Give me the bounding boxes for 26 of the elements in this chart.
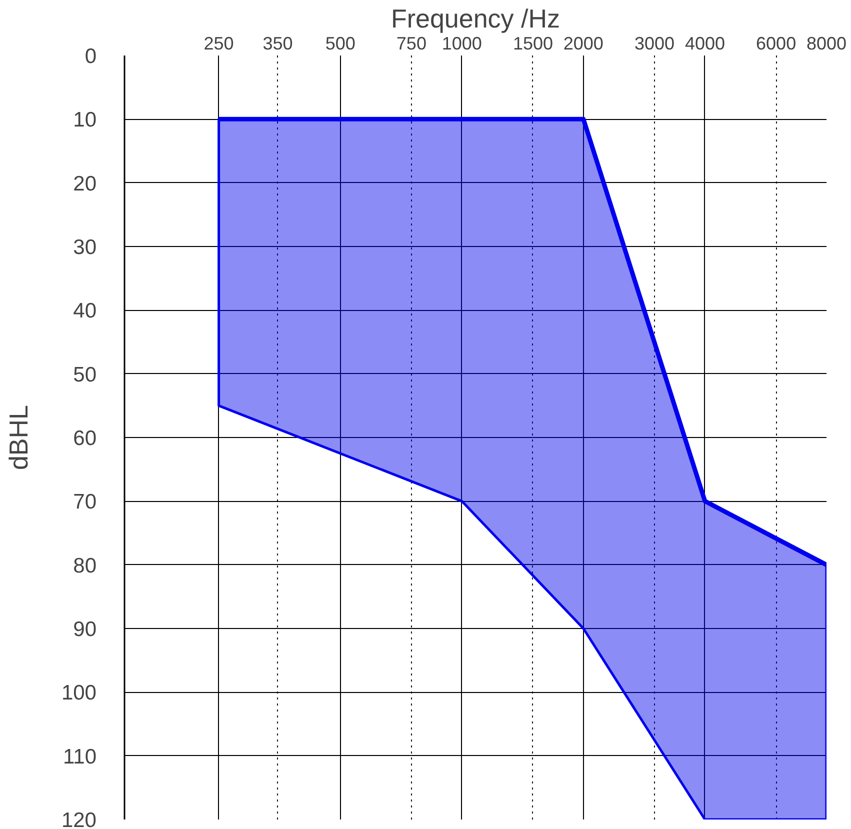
- y-tick-label: 80: [73, 554, 96, 578]
- x-tick-label: 750: [396, 34, 426, 54]
- y-tick-label: 50: [73, 363, 96, 386]
- x-tick-label: 1000: [442, 34, 482, 54]
- y-tick-label: 20: [73, 172, 96, 196]
- y-tick-label: 30: [73, 236, 96, 259]
- y-tick-label: 120: [61, 809, 97, 829]
- y-tick-label: 10: [73, 108, 96, 132]
- x-tick-label: 6000: [756, 34, 796, 54]
- y-tick-label: 0: [84, 45, 97, 68]
- x-tick-label: 1500: [512, 34, 554, 54]
- x-tick-label: 3000: [634, 34, 675, 54]
- y-tick-label: 40: [73, 300, 96, 323]
- y-tick-label: 110: [63, 745, 97, 768]
- y-axis-title: dBHL: [3, 404, 34, 470]
- x-tick-label: 8000: [806, 34, 847, 54]
- y-tick-label: 90: [73, 618, 96, 641]
- x-tick-label: 250: [204, 34, 234, 54]
- x-tick-label: 350: [262, 34, 293, 54]
- x-tick-label: 4000: [684, 34, 725, 54]
- x-tick-label: 500: [325, 34, 356, 54]
- y-tick-label: 70: [73, 490, 96, 514]
- y-tick-label: 100: [61, 682, 97, 705]
- x-tick-label: 2000: [563, 34, 604, 54]
- y-tick-label: 60: [73, 427, 96, 450]
- x-axis-title: Frequency /Hz: [390, 4, 560, 34]
